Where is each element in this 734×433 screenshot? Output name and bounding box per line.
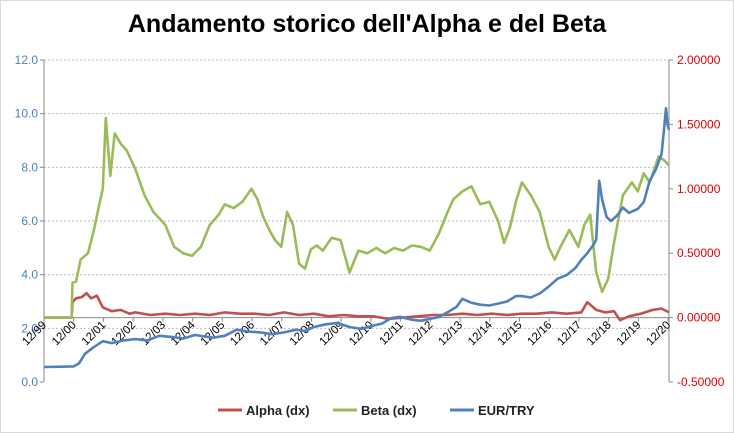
x-tick-label: 12/12 [407, 319, 436, 348]
right-tick-label: 0.00000 [677, 311, 721, 325]
right-tick-label: 1.50000 [677, 117, 721, 131]
x-tick-label: 12/08 [288, 319, 317, 348]
series-line-beta-dx [44, 116, 670, 319]
x-tick-label: 12/03 [139, 319, 168, 348]
series-line-eur-try [43, 107, 671, 369]
right-tick-label: 2.00000 [677, 53, 721, 67]
chart-title: Andamento storico dell'Alpha e del Beta [127, 10, 607, 38]
grid-lines [44, 59, 669, 329]
legend-label: EUR/TRY [478, 403, 535, 418]
x-tick-label: 12/10 [347, 319, 376, 348]
left-tick-label: 10.0 [15, 107, 39, 121]
series-lines [43, 107, 671, 369]
x-axis-ticks: 12/99 12/00 12/01 12/02 12/03 12/04 12/05 12/06… [20, 317, 673, 348]
x-tick-label: 12/05 [199, 319, 228, 348]
x-tick-label: 12/04 [169, 319, 198, 348]
left-tick-label: 6.0 [21, 214, 38, 228]
legend-label: Beta (dx) [361, 403, 417, 418]
right-tick-label: 1.00000 [677, 182, 721, 196]
x-tick-label: 12/14 [466, 319, 495, 348]
x-tick-label: 12/19 [615, 319, 644, 348]
left-tick-label: 12.0 [15, 53, 39, 67]
right-tick-label: -0.50000 [677, 375, 725, 389]
left-tick-label: 0.0 [21, 375, 38, 389]
x-tick-label: 12/01 [80, 319, 109, 348]
series-line-alpha-dx [44, 291, 670, 322]
x-tick-label: 12/15 [496, 319, 525, 348]
right-axis-ticks: -0.50000 0.00000 0.50000 1.00000 1.50000 2.00… [669, 53, 725, 389]
x-tick-label: 12/13 [436, 319, 465, 348]
x-tick-label: 12/18 [585, 319, 614, 348]
left-tick-label: 2.0 [21, 321, 38, 335]
left-axis-ticks: 0.0 2.0 4.0 6.0 8.0 10.0 12.0 [15, 53, 44, 389]
x-tick-label: 12/00 [50, 319, 79, 348]
legend-label: Alpha (dx) [246, 403, 310, 418]
right-tick-label: 0.50000 [677, 246, 721, 260]
left-tick-label: 4.0 [21, 268, 38, 282]
x-tick-label: 12/17 [555, 319, 584, 348]
legend: Alpha (dx) Beta (dx) EUR/TRY [218, 403, 535, 418]
x-tick-label: 12/16 [526, 319, 555, 348]
x-tick-label: 12/06 [228, 319, 257, 348]
left-tick-label: 8.0 [21, 160, 38, 174]
